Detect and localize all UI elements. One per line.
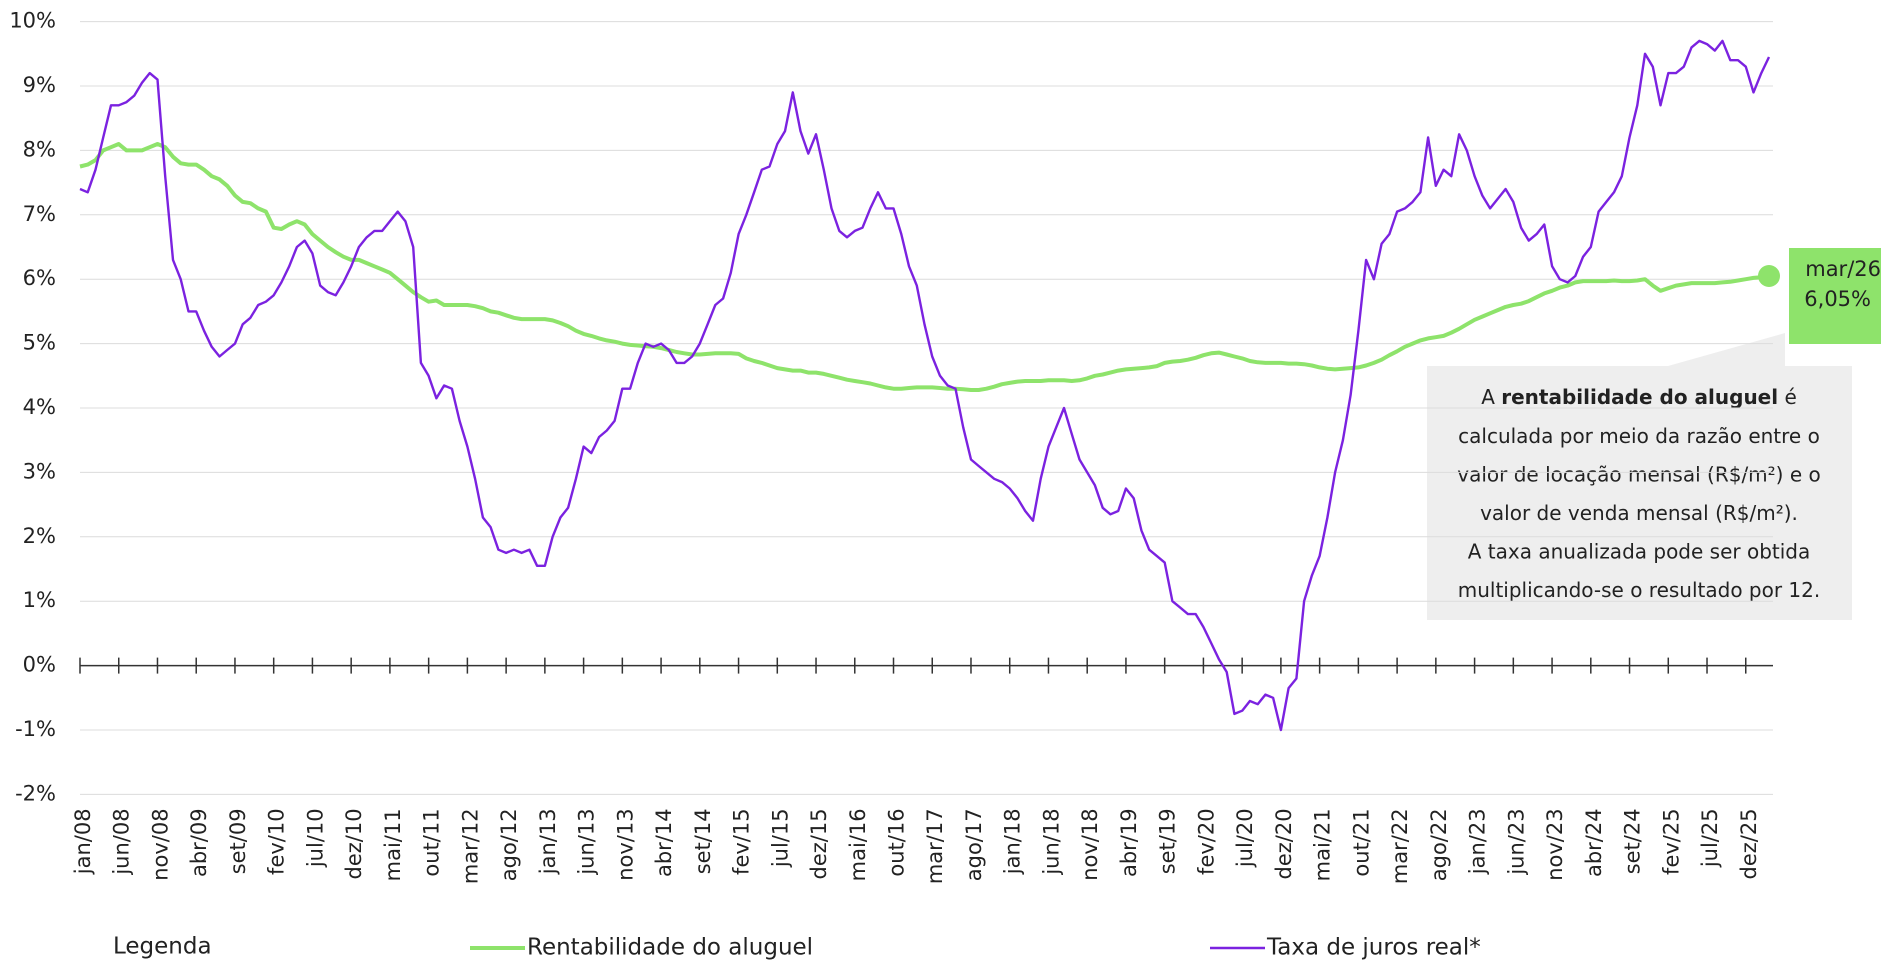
y-tick-label: 9%	[23, 73, 56, 97]
x-tick-label: fev/25	[1659, 808, 1683, 875]
y-tick-label: 2%	[23, 524, 56, 548]
x-tick-label: fev/15	[730, 808, 754, 875]
x-tick-label: out/16	[885, 808, 909, 876]
y-tick-label: 7%	[23, 202, 56, 226]
x-tick-label: jun/23	[1504, 808, 1528, 875]
y-tick-label: 1%	[23, 588, 56, 612]
end-label-box	[1789, 248, 1881, 344]
x-tick-label: fev/20	[1194, 808, 1218, 875]
x-tick-label: jul/20	[1233, 808, 1257, 868]
y-tick-label: 3%	[23, 459, 56, 483]
series-line	[79, 142, 1770, 392]
x-tick-label: ago/12	[497, 808, 521, 881]
x-tick-label: jul/10	[303, 808, 327, 868]
x-tick-label: mai/11	[381, 808, 405, 881]
x-tick-label: dez/15	[807, 808, 831, 879]
x-tick-label: set/09	[226, 808, 250, 874]
x-tick-label: set/14	[691, 808, 715, 874]
x-tick-label: mar/12	[458, 808, 482, 884]
x-tick-label: out/11	[420, 808, 444, 876]
note-line: valor de venda mensal (R$/m²).	[1480, 501, 1798, 525]
x-tick-label: jul/15	[768, 808, 792, 868]
note-line: calculada por meio da razão entre o	[1458, 424, 1820, 448]
x-tick-label: set/19	[1156, 808, 1180, 874]
x-tick-label: dez/25	[1737, 808, 1761, 879]
x-tick-label: nov/18	[1078, 808, 1102, 880]
x-tick-label: dez/10	[342, 808, 366, 879]
x-tick-label: mai/16	[846, 808, 870, 881]
x-tick-label: ago/17	[962, 808, 986, 881]
end-marker	[1758, 264, 1780, 287]
x-tick-label: jan/13	[536, 808, 560, 875]
x-tick-label: mar/17	[923, 808, 947, 884]
x-tick-label: mar/22	[1388, 808, 1412, 884]
series-line	[79, 39, 1771, 732]
x-tick-label: jan/23	[1466, 808, 1490, 875]
note-bold: rentabilidade do aluguel	[1501, 385, 1778, 409]
x-tick-label: abr/09	[187, 808, 211, 877]
x-tick-label: fev/10	[265, 808, 289, 875]
legend-label: Rentabilidade do aluguel	[527, 935, 813, 961]
x-tick-label: ago/22	[1427, 808, 1451, 881]
y-tick-label: 5%	[23, 331, 56, 355]
note-line: multiplicando-se o resultado por 12.	[1458, 578, 1821, 602]
x-tick-label: jun/13	[575, 808, 599, 875]
y-tick-label: -1%	[15, 717, 56, 741]
y-tick-label: 0%	[23, 653, 56, 677]
y-tick-label: 4%	[23, 395, 56, 419]
note-pointer	[1668, 333, 1785, 366]
end-value-label: 6,05%	[1804, 287, 1871, 311]
legend-label: Taxa de juros real*	[1266, 935, 1481, 961]
note-line: valor de locação mensal (R$/m²) e o	[1457, 463, 1821, 487]
x-tick-label: nov/08	[148, 808, 172, 880]
x-tick-label: set/24	[1621, 808, 1645, 874]
x-tick-label: jun/18	[1039, 808, 1063, 875]
x-tick-label: jun/08	[110, 808, 134, 875]
x-tick-label: abr/19	[1117, 808, 1141, 877]
x-tick-label: jan/18	[1001, 808, 1025, 875]
end-label: mar/26	[1805, 257, 1881, 281]
y-tick-label: 6%	[23, 266, 56, 290]
x-tick-label: mai/21	[1311, 808, 1335, 881]
x-tick-label: dez/20	[1272, 808, 1296, 879]
x-tick-label: jul/25	[1698, 808, 1722, 868]
x-tick-label: nov/23	[1543, 808, 1567, 880]
y-tick-label: 10%	[9, 9, 56, 33]
note-line: A rentabilidade do aluguel é	[1481, 385, 1797, 409]
x-tick-label: abr/14	[652, 808, 676, 877]
note-text: A	[1481, 385, 1501, 409]
x-tick-label: jan/08	[71, 808, 95, 875]
legend-title: Legenda	[113, 934, 212, 960]
note-text: é	[1778, 385, 1797, 409]
x-tick-label: abr/24	[1582, 808, 1606, 877]
x-tick-label: out/21	[1349, 808, 1373, 876]
y-tick-label: 8%	[23, 137, 56, 161]
y-tick-label: -2%	[15, 781, 56, 805]
note-line: A taxa anualizada pode ser obtida	[1468, 540, 1811, 564]
x-tick-label: nov/13	[613, 808, 637, 880]
